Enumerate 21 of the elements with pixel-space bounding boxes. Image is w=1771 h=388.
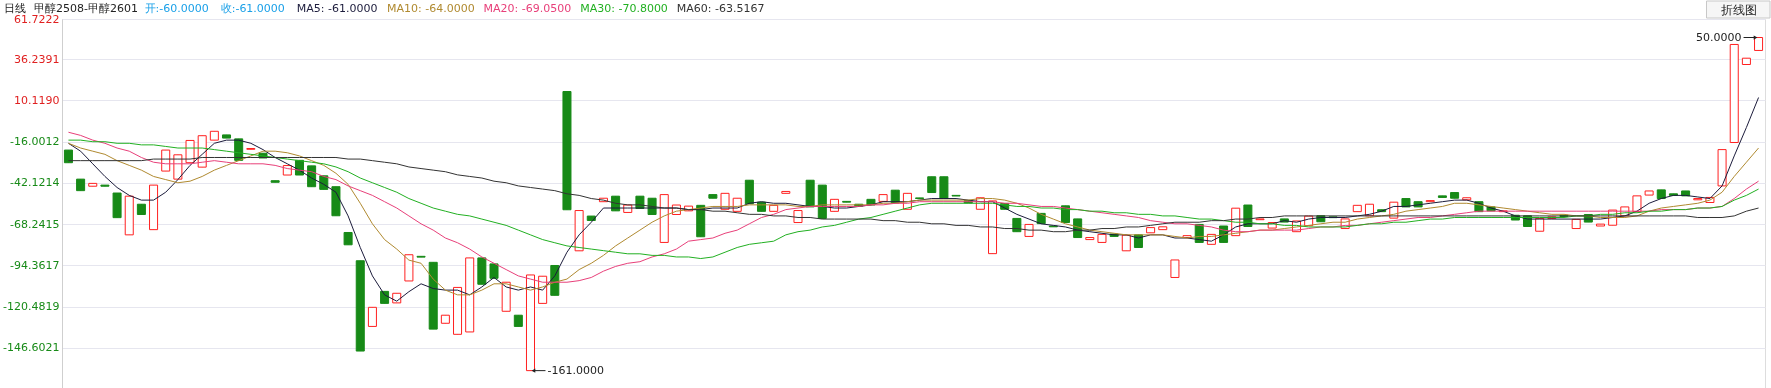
text: 收:-61.0000 <box>220 2 285 15</box>
text: 开:-60.0000 <box>144 2 209 15</box>
text: MA10: -64.0000 <box>387 2 475 15</box>
y-tick-label: -68.2415 <box>10 217 60 231</box>
y-tick-label: 61.7222 <box>14 12 60 26</box>
y-tick-label: 36.2391 <box>14 52 60 66</box>
annotation: 50.0000 <box>1696 30 1742 44</box>
y-tick-label: -94.3617 <box>10 258 60 272</box>
text: MA20: -69.0500 <box>483 2 572 15</box>
text: MA5: -61.0000 <box>296 2 378 15</box>
y-tick-label: -16.0012 <box>10 135 60 149</box>
chart-subtitle: 甲醇2508-甲醇2601 <box>34 2 138 15</box>
text: MA30: -70.8000 <box>580 2 668 15</box>
text: MA60: -63.5167 <box>676 2 765 15</box>
y-tick-label: -42.1214 <box>10 176 60 190</box>
annotation: -161.0000 <box>547 363 604 377</box>
y-tick-label: -146.6021 <box>3 341 60 355</box>
y-tick-label: -120.4819 <box>3 300 60 314</box>
chart-title: 日线 <box>4 2 26 15</box>
y-tick-label: 10.1190 <box>14 93 60 107</box>
text: 折线图 <box>1720 2 1757 17</box>
